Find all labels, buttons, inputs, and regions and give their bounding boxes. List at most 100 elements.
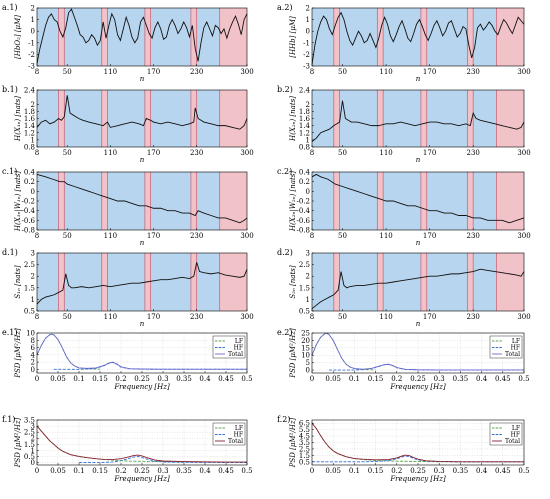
y-tick-label: 1	[31, 16, 35, 24]
rest-band	[420, 253, 427, 311]
y-axis-label: PSD [μM²/Hz]	[14, 328, 22, 379]
y-tick-label: 2	[31, 359, 35, 367]
legend-label: HF	[511, 432, 520, 439]
y-tick-label: 2	[306, 101, 310, 109]
x-tick-label: 170	[147, 313, 160, 321]
task-band	[150, 90, 191, 147]
y-tick-label: 0	[31, 28, 35, 36]
panel-label: c.1)	[2, 167, 17, 176]
y-tick-label: -2	[303, 51, 310, 59]
x-tick-label: 0.1	[349, 467, 360, 475]
x-axis-label: n	[140, 75, 145, 83]
rest-band	[467, 90, 474, 147]
x-tick-label: 8	[310, 313, 314, 321]
rest-band	[496, 172, 524, 230]
rest-band	[101, 90, 108, 147]
x-tick-label: 170	[147, 68, 160, 76]
y-tick-label: 0.8	[299, 144, 310, 152]
x-tick-label: 0.25	[134, 375, 150, 383]
y-tick-label: 2.4	[299, 87, 311, 95]
x-tick-label: 110	[379, 68, 392, 76]
series-line-signal	[36, 173, 248, 224]
y-axis-label: S₁ₙ [nats]	[14, 265, 22, 298]
panel-label: a.1)	[2, 3, 18, 12]
y-axis-label: PSD [μM²/Hz]	[289, 417, 297, 468]
x-tick-label: 0.4	[199, 375, 211, 383]
x-axis-label: Frequency [Hz]	[113, 383, 170, 391]
series-line-signal	[36, 95, 248, 130]
task-band	[383, 253, 421, 311]
y-tick-label: -1	[303, 39, 310, 47]
y-tick-label: 0	[31, 188, 35, 196]
x-tick-label: 0.1	[73, 467, 84, 475]
task-band	[107, 172, 145, 230]
panel-a1: 8 50 110 170 230 300 2 1 0 -1 -2 -3 n [HbO₂] [μM] a.1)	[2, 3, 254, 83]
rest-band	[377, 8, 384, 66]
x-tick-label: 0.2	[391, 375, 402, 383]
y-tick-label: 0.2	[24, 178, 35, 186]
y-tick-label: 5	[306, 359, 310, 367]
y-tick-label: 10	[26, 330, 35, 338]
task-band	[64, 172, 102, 230]
task-band	[426, 8, 468, 66]
y-tick-label: 1.8	[299, 108, 310, 116]
y-tick-label: 3	[31, 423, 35, 431]
legend-label: HF	[234, 432, 243, 439]
task-band	[312, 172, 334, 230]
panel-d2: 8 50 110 170 230 300 3 2.5 2 1.5 1 0.5 n S₂ₙ [nats] d.…	[277, 248, 531, 328]
x-tick-label: 230	[190, 149, 203, 157]
task-band	[37, 253, 59, 311]
x-tick-label: 0.5	[241, 467, 252, 475]
rest-band	[219, 90, 247, 147]
y-tick-label: -0.2	[22, 198, 36, 206]
series-line-total	[36, 425, 247, 463]
legend-label: Total	[228, 351, 243, 358]
rest-band	[420, 172, 427, 230]
y-tick-label: 0.4	[24, 169, 36, 177]
rest-band	[333, 90, 340, 147]
x-tick-label: 0.25	[410, 467, 426, 475]
task-band	[426, 253, 468, 311]
y-tick-label: 1.4	[24, 122, 36, 130]
y-tick-label: -3	[28, 63, 35, 71]
y-tick-label: 1.2	[24, 129, 35, 137]
x-tick-label: 300	[240, 232, 253, 240]
rest-band	[101, 172, 108, 230]
y-tick-label: 0.2	[299, 178, 310, 186]
legend-box	[489, 335, 523, 359]
panel-c2: 8 50 110 170 230 300 0.40.2 0 -0.2-0.4 -0.6 -0.8 n H…	[277, 167, 531, 247]
x-axis-label: n	[416, 75, 421, 83]
panel-b2: 8 50 110 170 230 300 2.4 21.81.61.41.210.8 n H(X₂…	[277, 85, 531, 164]
rest-band	[58, 8, 65, 66]
y-tick-label: 1.5	[24, 284, 35, 292]
y-tick-label: 3.5	[299, 439, 310, 447]
panel-e1: 0 0.05 0.1 0.15 0.2 0.25 0.3 0.35 0.4 0.45 0.5 1086…	[2, 328, 253, 391]
panel-label: a.2)	[277, 3, 293, 12]
x-tick-label: 50	[63, 68, 72, 76]
y-tick-label: 0.4	[299, 169, 311, 177]
y-tick-label: 15	[301, 344, 310, 352]
x-tick-label: 0.3	[434, 467, 445, 475]
x-tick-label: 300	[240, 313, 253, 321]
rest-band	[58, 90, 65, 147]
rest-band	[333, 253, 340, 311]
rest-band	[467, 8, 474, 66]
series-line-signal	[36, 262, 248, 305]
x-tick-label: 0.2	[391, 467, 402, 475]
y-tick-label: 2.4	[24, 87, 36, 95]
x-tick-label: 50	[338, 313, 347, 321]
y-tick-label: 2	[306, 5, 310, 13]
legend-box	[489, 422, 523, 446]
rest-band	[58, 172, 65, 230]
rest-band	[219, 8, 247, 66]
x-tick-label: 0.5	[518, 467, 529, 475]
rest-band	[144, 8, 151, 66]
y-tick-label: -0.6	[297, 217, 311, 225]
series-line-total	[311, 422, 524, 463]
y-tick-label: 1	[306, 296, 310, 304]
x-axis-label: n	[140, 239, 145, 247]
x-tick-label: 110	[104, 232, 117, 240]
y-tick-label: 2.5	[299, 261, 310, 269]
